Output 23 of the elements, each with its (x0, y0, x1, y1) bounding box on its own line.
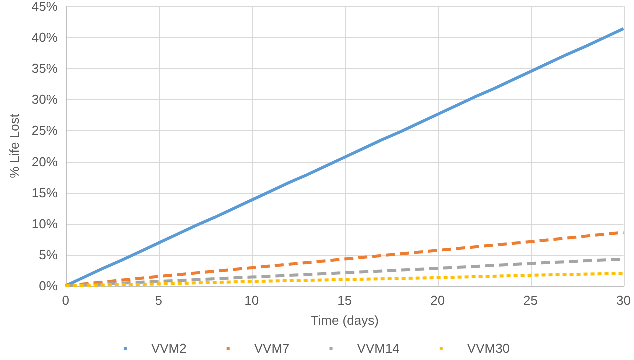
x-tick-label: 20 (430, 293, 446, 308)
legend-label: VVM30 (467, 341, 510, 356)
x-tick-label: 15 (338, 293, 352, 308)
x-tick-label: 25 (524, 293, 538, 308)
y-tick-label: 30% (32, 92, 58, 108)
x-tick-label: 0 (62, 293, 70, 308)
y-tick-label: 0% (39, 278, 58, 294)
y-axis-title: % Life Lost (7, 114, 22, 178)
x-tick-label: 30 (616, 293, 632, 308)
x-axis-title: Time (days) (310, 313, 379, 328)
y-tick-label: 10% (32, 216, 58, 232)
x-tick-label: 5 (155, 293, 163, 308)
y-tick-label: 20% (32, 154, 58, 170)
legend-label: VVM2 (151, 341, 187, 356)
y-tick-label: 5% (39, 247, 58, 262)
legend-label: VVM14 (357, 341, 400, 356)
y-tick-label: 40% (32, 30, 58, 46)
y-tick-label: 35% (32, 61, 58, 76)
x-tick-label: 10 (244, 293, 260, 308)
y-tick-label: 25% (32, 123, 58, 138)
legend-label: VVM7 (254, 341, 290, 356)
y-tick-label: 45% (32, 0, 58, 14)
y-tick-label: 15% (32, 185, 58, 200)
